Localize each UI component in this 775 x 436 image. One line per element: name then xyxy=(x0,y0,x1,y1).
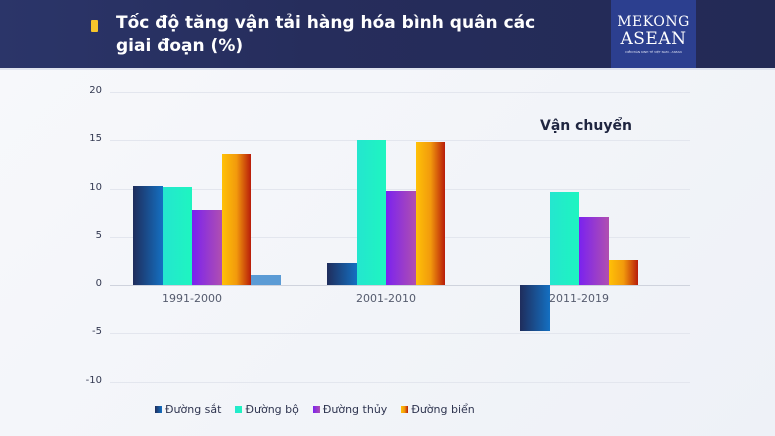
legend-item: Đường sắt xyxy=(155,403,221,416)
bar-Đường thủy xyxy=(579,217,609,285)
legend-item: Đường biển xyxy=(401,403,475,416)
bar-Đường biển xyxy=(221,153,251,285)
bar-Đường sắt xyxy=(520,285,550,332)
y-tick-label: 20 xyxy=(89,85,102,96)
bar-Đường sắt xyxy=(327,262,357,285)
y-tick-label: 0 xyxy=(95,278,102,289)
x-category-label: 2001-2010 xyxy=(356,292,416,305)
legend-label: Đường biển xyxy=(411,403,475,416)
gridline xyxy=(110,92,690,93)
chart-subtitle: Vận chuyển xyxy=(540,118,632,134)
legend-swatch-icon xyxy=(312,406,320,413)
bar-Đường biển xyxy=(415,142,445,285)
y-tick-label: 5 xyxy=(95,230,102,241)
logo-text-asean: ASEAN xyxy=(620,29,687,49)
y-tick-label: 15 xyxy=(89,133,102,144)
chart-title: Tốc độ tăng vận tải hàng hóa bình quân c… xyxy=(116,13,536,56)
bar-Đường thủy xyxy=(386,191,416,285)
legend-item: Đường thủy xyxy=(312,403,388,416)
mekong-asean-logo: MEKONG ASEAN DIỄN ĐÀN KINH TẾ VIỆT NAM -… xyxy=(611,0,696,68)
title-accent-bar xyxy=(91,20,98,32)
y-tick-label: -10 xyxy=(85,375,102,386)
y-tick-label: -5 xyxy=(92,326,102,337)
legend-label: Đường sắt xyxy=(165,403,222,416)
header-divider xyxy=(0,68,775,70)
gridline xyxy=(110,382,690,383)
gridline xyxy=(110,140,690,141)
logo-tagline: DIỄN ĐÀN KINH TẾ VIỆT NAM - ASEAN xyxy=(625,50,682,54)
bar-unlabeled xyxy=(251,275,281,285)
legend-label: Đường bộ xyxy=(245,403,299,416)
bar-Đường bộ xyxy=(356,140,386,285)
bar-Đường bộ xyxy=(162,186,192,285)
legend-swatch-icon xyxy=(155,406,162,413)
gridline xyxy=(110,189,690,190)
legend-label: Đường thủy xyxy=(322,403,388,416)
gridline xyxy=(110,285,690,286)
gridline xyxy=(110,333,690,334)
bar-Đường biển xyxy=(608,259,638,285)
legend-item: Đường bộ xyxy=(235,403,299,416)
legend: Đường sắt Đường bộ Đường thủy Đường biển xyxy=(155,403,475,416)
legend-swatch-icon xyxy=(401,406,409,413)
x-category-label: 1991-2000 xyxy=(162,292,222,305)
header-banner: Tốc độ tăng vận tải hàng hóa bình quân c… xyxy=(0,0,775,68)
bar-Đường bộ xyxy=(549,192,579,285)
legend-swatch-icon xyxy=(235,406,243,413)
y-tick-label: 10 xyxy=(89,182,102,193)
bar-Đường sắt xyxy=(133,185,163,285)
logo-text-mekong: MEKONG xyxy=(617,14,690,30)
x-category-label: 2011-2019 xyxy=(549,292,609,305)
bar-Đường thủy xyxy=(192,209,222,285)
